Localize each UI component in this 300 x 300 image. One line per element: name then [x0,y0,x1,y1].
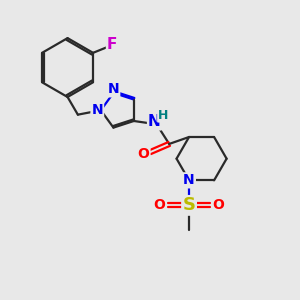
Text: O: O [138,147,149,161]
Text: N: N [148,114,161,129]
Text: O: O [213,198,224,212]
Text: N: N [183,173,195,187]
Text: F: F [107,38,117,52]
Text: N: N [108,82,119,96]
Text: N: N [92,103,103,117]
Text: S: S [183,196,196,214]
Text: H: H [158,109,169,122]
Text: O: O [154,198,166,212]
